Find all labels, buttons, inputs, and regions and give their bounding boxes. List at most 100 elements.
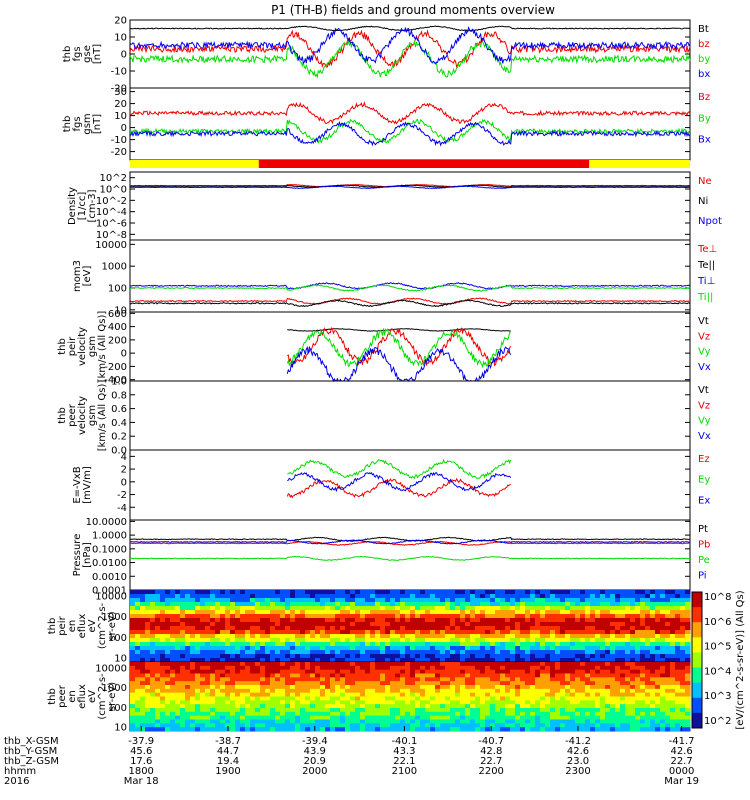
spectrogram-cell	[145, 719, 151, 724]
spectrogram-cell	[495, 642, 501, 647]
spectrogram-cell	[305, 658, 311, 663]
spectrogram-cell	[480, 662, 486, 667]
spectrogram-cell	[615, 642, 621, 647]
spectrogram-cell	[470, 662, 476, 667]
spectrogram-cell	[185, 630, 191, 635]
spectrogram-cell	[285, 681, 291, 686]
spectrogram-cell	[655, 602, 661, 607]
spectrogram-cell	[200, 650, 206, 655]
spectrogram-cell	[190, 685, 196, 690]
spectrogram-cell	[585, 681, 591, 686]
spectrogram-cell	[465, 598, 471, 603]
spectrogram-cell	[575, 602, 581, 607]
y-label-line: (cm^2-s-	[97, 602, 108, 649]
spectrogram-cell	[445, 708, 451, 713]
spectrogram-cell	[590, 610, 596, 615]
y-tick-label: 10.0000	[86, 517, 127, 528]
spectrogram-cell	[620, 665, 626, 671]
spectrogram-cell	[550, 618, 556, 623]
spectrogram-cell	[470, 692, 476, 697]
spectrogram-cell	[670, 614, 676, 619]
spectrogram-cell	[230, 614, 236, 619]
spectrogram-cell	[330, 614, 336, 619]
spectrogram-cell	[300, 658, 306, 663]
spectrogram-cell	[240, 665, 246, 671]
spectrogram-cell	[375, 669, 381, 674]
spectrogram-cell	[490, 715, 496, 720]
spectrogram-cell	[630, 626, 636, 631]
spectrogram-cell	[305, 606, 311, 611]
spectrogram-cell	[390, 673, 396, 678]
spectrogram-cell	[310, 638, 316, 643]
spectrogram-cell	[525, 658, 531, 663]
spectrogram-cell	[445, 658, 451, 663]
spectrogram-cell	[580, 677, 586, 682]
spectrogram-cell	[395, 598, 401, 603]
spectrogram-cell	[140, 638, 146, 643]
spectrogram-cell	[155, 638, 161, 643]
spectrogram-cell	[330, 711, 336, 717]
spectrogram-cell	[600, 638, 606, 643]
spectrogram-cell	[580, 606, 586, 611]
spectrogram-cell	[395, 696, 401, 701]
spectrogram-cell	[365, 685, 371, 690]
spectrogram-cell	[660, 594, 666, 599]
spectrogram-cell	[365, 634, 371, 639]
spectrogram-cell	[270, 673, 276, 678]
spectrogram-cell	[195, 634, 201, 639]
spectrogram-cell	[450, 708, 456, 713]
spectrogram-cell	[670, 594, 676, 599]
spectrogram-cell	[455, 708, 461, 713]
spectrogram-cell	[655, 590, 661, 595]
spectrogram-cell	[370, 610, 376, 615]
spectrogram-cell	[185, 602, 191, 607]
spectrogram-cell	[560, 598, 566, 603]
spectrogram-cell	[440, 594, 446, 599]
spectrogram-cell	[575, 606, 581, 611]
spectrogram-cell	[325, 673, 331, 678]
x-row-value: Mar 18	[124, 776, 159, 787]
spectrogram-cell	[200, 669, 206, 674]
spectrogram-cell	[530, 708, 536, 713]
spectrogram-cell	[610, 646, 616, 651]
spectrogram-cell	[365, 727, 371, 732]
spectrogram-cell	[650, 654, 656, 659]
spectrogram-cell	[395, 610, 401, 615]
spectrogram-cell	[340, 688, 346, 694]
spectrogram-cell	[530, 700, 536, 705]
spectrogram-cell	[645, 681, 651, 686]
spectrogram-cell	[620, 626, 626, 631]
spectrogram-cell	[590, 662, 596, 667]
spectrogram-cell	[600, 704, 606, 709]
spectrogram-cell	[270, 704, 276, 709]
spectrogram-cell	[200, 685, 206, 690]
spectrogram-cell	[490, 630, 496, 635]
spectrogram-cell	[310, 727, 316, 732]
spectrogram-cell	[545, 727, 551, 732]
spectrogram-cell	[385, 654, 391, 659]
spectrogram-cell	[200, 673, 206, 678]
spectrogram-cell	[490, 606, 496, 611]
spectrogram-cell	[670, 685, 676, 690]
spectrogram-cell	[570, 650, 576, 655]
spectrogram-cell	[375, 602, 381, 607]
spectrogram-cell	[290, 727, 296, 732]
panel-pressure: 10.00001.00000.10000.01000.00100.0001Pre…	[72, 517, 710, 597]
x-row-value: -37.9	[128, 736, 154, 747]
spectrogram-cell	[405, 618, 411, 623]
spectrogram-cell	[155, 688, 161, 694]
spectrogram-cell	[360, 681, 366, 686]
spectrogram-cell	[370, 630, 376, 635]
spectrogram-cell	[655, 606, 661, 611]
spectrogram-cell	[610, 642, 616, 647]
spectrogram-cell	[355, 723, 361, 728]
spectrogram-cell	[375, 610, 381, 615]
spectrogram-cell	[485, 662, 491, 667]
spectrogram-cell	[355, 630, 361, 635]
spectrogram-cell	[595, 646, 601, 651]
spectrogram-cell	[530, 634, 536, 639]
spectrogram-cell	[155, 673, 161, 678]
spectrogram-cell	[180, 665, 186, 671]
spectrogram-cell	[490, 590, 496, 595]
spectrogram-cell	[245, 677, 251, 682]
